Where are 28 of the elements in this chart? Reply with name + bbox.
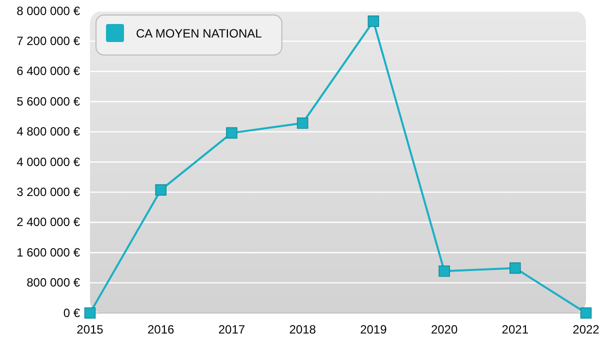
x-tick-label: 2015 <box>76 322 104 337</box>
point <box>84 307 96 319</box>
x-tick-label: 2022 <box>572 322 600 337</box>
point <box>438 265 450 277</box>
y-tick-label: 2 400 000 € <box>16 215 80 230</box>
point <box>368 16 380 27</box>
x-tick-label: 2016 <box>148 322 175 337</box>
point <box>155 184 166 196</box>
point <box>226 127 238 139</box>
x-tick-label: 2017 <box>218 322 246 337</box>
y-tick-label: 6 400 000 € <box>16 64 80 78</box>
point <box>296 117 308 129</box>
point <box>580 307 592 319</box>
point <box>510 262 521 274</box>
y-tick-label: 5 600 000 € <box>16 94 80 108</box>
x-tick-label: 2020 <box>430 322 458 337</box>
y-tick-label: 4 800 000 € <box>16 124 80 139</box>
x-tick-label: 2021 <box>502 322 529 337</box>
x-tick-label: 2019 <box>360 322 388 337</box>
y-tick-label: 8 000 000 € <box>16 4 80 18</box>
legend-label: CA MOYEN NATIONAL <box>136 26 262 40</box>
y-tick-label: 800 000 € <box>26 276 80 290</box>
y-tick-label: 3 200 000 € <box>16 185 80 200</box>
y-tick-label: 4 000 000 € <box>16 154 80 169</box>
y-tick-label: 1 600 000 € <box>16 245 80 260</box>
x-tick-label: 2018 <box>289 322 316 337</box>
y-tick-label: 0 € <box>63 306 80 320</box>
y-tick-label: 7 200 000 € <box>16 34 80 48</box>
